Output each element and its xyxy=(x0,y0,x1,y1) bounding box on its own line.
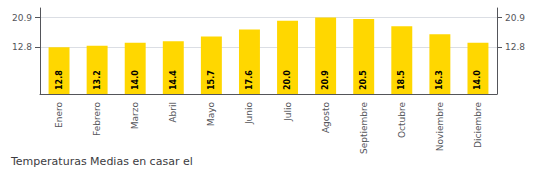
svg-text:Septiembre: Septiembre xyxy=(359,102,369,155)
svg-text:12.8: 12.8 xyxy=(505,42,525,52)
svg-text:Abril: Abril xyxy=(168,102,178,123)
svg-text:13.2: 13.2 xyxy=(93,70,102,90)
svg-text:18.5: 18.5 xyxy=(397,70,406,90)
svg-text:20.9: 20.9 xyxy=(321,70,330,90)
svg-text:Octubre: Octubre xyxy=(397,102,407,138)
svg-text:Diciembre: Diciembre xyxy=(473,102,483,148)
svg-text:Junio: Junio xyxy=(244,102,254,126)
svg-text:12.8: 12.8 xyxy=(12,42,32,52)
svg-text:Marzo: Marzo xyxy=(130,102,140,130)
svg-text:14.0: 14.0 xyxy=(473,70,482,90)
svg-text:17.6: 17.6 xyxy=(245,70,254,90)
svg-text:14.0: 14.0 xyxy=(131,70,140,90)
svg-text:Agosto: Agosto xyxy=(321,102,331,134)
svg-text:16.3: 16.3 xyxy=(435,70,444,90)
svg-text:Mayo: Mayo xyxy=(206,102,216,127)
svg-text:Julio: Julio xyxy=(283,102,293,122)
svg-text:14.4: 14.4 xyxy=(169,70,178,90)
svg-text:Febrero: Febrero xyxy=(92,102,102,136)
svg-text:Temperaturas Medias en casar e: Temperaturas Medias en casar el xyxy=(10,155,193,168)
svg-text:20.9: 20.9 xyxy=(12,13,32,23)
svg-text:20.9: 20.9 xyxy=(505,13,525,23)
svg-text:Enero: Enero xyxy=(54,102,64,128)
svg-text:Noviembre: Noviembre xyxy=(435,102,445,152)
svg-text:12.8: 12.8 xyxy=(55,70,64,90)
svg-text:15.7: 15.7 xyxy=(207,70,216,90)
svg-text:20.0: 20.0 xyxy=(283,70,292,90)
svg-text:20.5: 20.5 xyxy=(359,70,368,90)
